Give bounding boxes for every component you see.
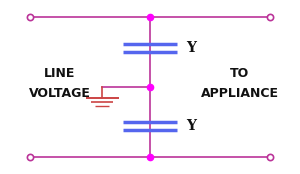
- Text: TO: TO: [230, 68, 250, 80]
- Text: VOLTAGE: VOLTAGE: [29, 87, 91, 100]
- Text: LINE: LINE: [44, 68, 76, 80]
- Text: APPLIANCE: APPLIANCE: [201, 87, 279, 100]
- Text: Y: Y: [186, 41, 196, 55]
- Text: Y: Y: [186, 119, 196, 133]
